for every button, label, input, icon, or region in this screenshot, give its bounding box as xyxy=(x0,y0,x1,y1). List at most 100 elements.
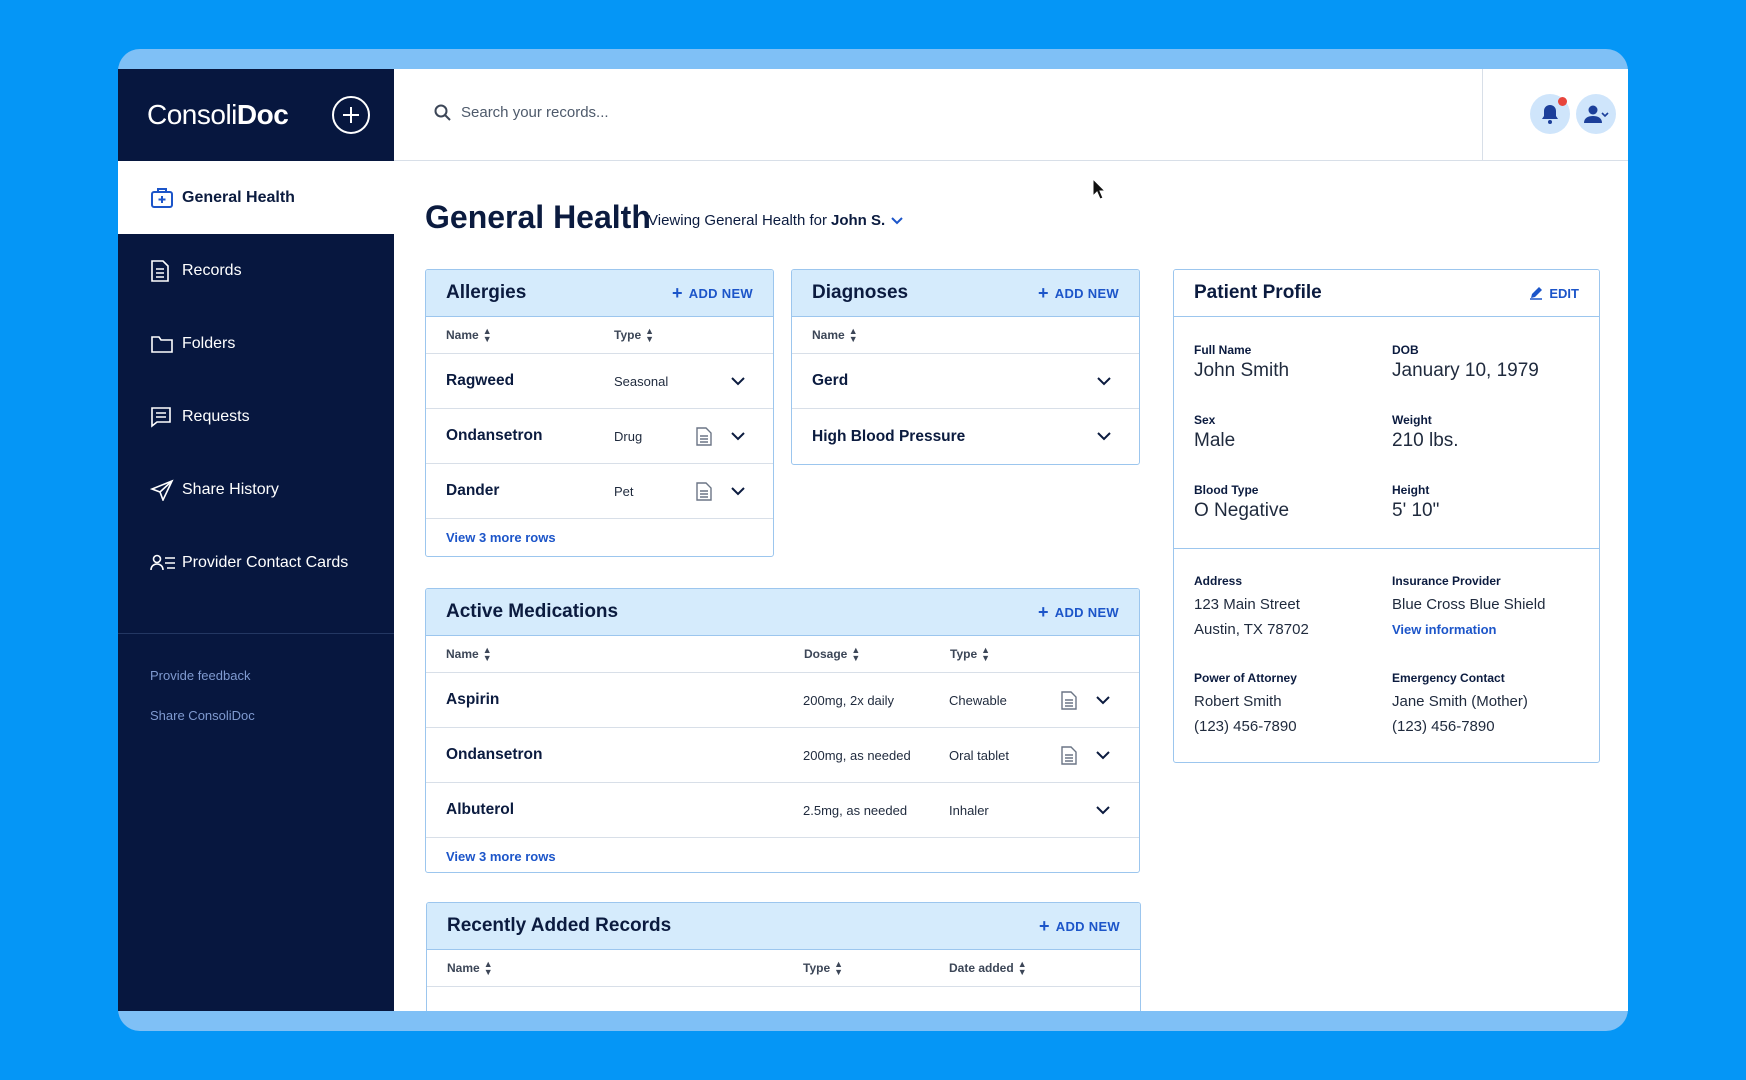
column-header-date-added[interactable]: Date added ▲ ▼ xyxy=(949,959,1027,977)
column-header-dosage[interactable]: Dosage ▲ ▼ xyxy=(804,645,861,663)
add-new-record-button[interactable] xyxy=(332,96,370,134)
edit-profile-button[interactable]: EDIT xyxy=(1529,286,1579,301)
notifications-button[interactable] xyxy=(1530,94,1570,134)
sort-icon: ▲ ▼ xyxy=(851,645,861,663)
provide-feedback-link[interactable]: Provide feedback xyxy=(150,668,251,683)
top-bar xyxy=(394,69,1628,161)
plus-icon: + xyxy=(1037,283,1049,303)
medication-dosage: 2.5mg, as needed xyxy=(803,802,908,818)
allergy-name: Ragweed xyxy=(446,372,515,389)
blood-type-field: Blood Type O Negative xyxy=(1194,483,1289,522)
sidebar-item-records[interactable]: Records xyxy=(118,234,394,307)
field-label: Weight xyxy=(1392,413,1432,427)
add-diagnosis-button[interactable]: + ADD NEW xyxy=(1038,284,1119,302)
address-field: Address 123 Main Street Austin, TX 78702 xyxy=(1194,574,1309,642)
bell-icon xyxy=(1542,105,1558,124)
medication-name: Albuterol xyxy=(446,801,515,818)
add-record-button[interactable]: + ADD NEW xyxy=(1039,917,1120,935)
column-header-name[interactable]: Name ▲ ▼ xyxy=(446,645,492,663)
sex-field: Sex Male xyxy=(1194,413,1235,452)
column-header-type[interactable]: Type ▲ ▼ xyxy=(950,645,991,663)
table-row[interactable]: Ondansetron 200mg, as needed Oral tablet xyxy=(426,728,1139,783)
sidebar-item-requests[interactable]: Requests xyxy=(118,380,394,453)
sort-icon: ▲ ▼ xyxy=(483,959,493,977)
document-icon[interactable] xyxy=(696,464,712,518)
field-label: Power of Attorney xyxy=(1194,671,1297,685)
chevron-down-icon[interactable] xyxy=(731,409,745,463)
medication-type: Chewable xyxy=(949,692,1007,708)
emergency-name: Jane Smith (Mother) xyxy=(1392,693,1528,710)
add-allergy-button[interactable]: + ADD NEW xyxy=(672,284,753,302)
insurance-field: Insurance Provider Blue Cross Blue Shiel… xyxy=(1392,574,1545,642)
document-icon[interactable] xyxy=(1061,673,1077,727)
search-bar xyxy=(434,103,863,122)
column-label: Name xyxy=(446,647,479,661)
add-new-label: ADD NEW xyxy=(1054,285,1119,301)
profile-divider xyxy=(1174,548,1599,549)
sidebar-item-folders[interactable]: Folders xyxy=(118,307,394,380)
diagnoses-card: Diagnoses + ADD NEW Name ▲ ▼ Gerd High Bloo… xyxy=(791,269,1140,465)
power-of-attorney-field: Power of Attorney Robert Smith (123) 456… xyxy=(1194,671,1297,739)
column-header-name[interactable]: Name ▲ ▼ xyxy=(447,959,493,977)
account-menu-button[interactable] xyxy=(1576,94,1616,134)
logo-light-text: Consoli xyxy=(147,99,237,130)
sort-icon: ▲ ▼ xyxy=(981,645,991,663)
chevron-down-icon[interactable] xyxy=(1096,728,1110,782)
sidebar-item-label: General Health xyxy=(182,188,295,206)
sort-icon: ▲ ▼ xyxy=(848,326,858,344)
column-header-name[interactable]: Name ▲ ▼ xyxy=(446,327,492,344)
brand-bar: ConsoliDoc xyxy=(118,69,394,161)
column-header-type[interactable]: Type ▲ ▼ xyxy=(803,960,843,977)
chevron-down-icon[interactable] xyxy=(731,464,745,518)
view-more-medications-link[interactable]: View 3 more rows xyxy=(446,848,556,864)
chevron-down-icon[interactable] xyxy=(1096,673,1110,727)
field-value: Male xyxy=(1194,430,1236,451)
field-value: January 10, 1979 xyxy=(1392,360,1539,381)
sort-icon: ▲ ▼ xyxy=(482,645,492,663)
column-header-name[interactable]: Name ▲ ▼ xyxy=(812,326,858,344)
table-row[interactable]: High Blood Pressure xyxy=(792,409,1139,464)
table-row[interactable]: Albuterol 2.5mg, as needed Inhaler xyxy=(426,783,1139,838)
table-row[interactable]: Gerd xyxy=(792,354,1139,409)
column-header-type[interactable]: Type ▲ ▼ xyxy=(614,327,654,344)
chevron-down-icon[interactable] xyxy=(1097,409,1111,464)
sidebar-item-provider-contact-cards[interactable]: Provider Contact Cards xyxy=(118,526,394,599)
table-row[interactable]: Dander Pet xyxy=(426,464,773,519)
sidebar-item-general-health[interactable]: General Health xyxy=(118,161,394,234)
page-title: General Health xyxy=(425,199,651,235)
chevron-down-icon[interactable] xyxy=(1096,783,1110,837)
logo[interactable]: ConsoliDoc xyxy=(147,99,289,131)
header-divider xyxy=(1482,69,1483,161)
edit-label: EDIT xyxy=(1549,285,1579,301)
card-header: Patient Profile EDIT xyxy=(1174,270,1599,317)
sidebar-divider xyxy=(118,633,394,634)
field-value: O Negative xyxy=(1194,500,1290,521)
table-row[interactable]: Aspirin 200mg, 2x daily Chewable xyxy=(426,673,1139,728)
viewing-patient-name: John S. xyxy=(831,212,886,229)
full-name-field: Full Name John Smith xyxy=(1194,343,1289,382)
contact-card-icon xyxy=(150,553,178,573)
view-more-allergies-link[interactable]: View 3 more rows xyxy=(446,529,556,545)
chevron-down-icon[interactable] xyxy=(731,354,745,408)
table-row[interactable]: Ondansetron Drug xyxy=(426,409,773,464)
search-input[interactable] xyxy=(459,103,863,122)
medication-dosage: 200mg, 2x daily xyxy=(803,692,895,708)
sort-icon: ▲ ▼ xyxy=(1017,959,1027,977)
sidebar-item-label: Share History xyxy=(182,480,279,498)
card-title: Diagnoses xyxy=(812,282,909,303)
chevron-down-icon[interactable] xyxy=(1097,354,1111,408)
sidebar-item-share-history[interactable]: Share History xyxy=(118,453,394,526)
document-icon[interactable] xyxy=(1061,728,1077,782)
add-medication-button[interactable]: + ADD NEW xyxy=(1038,603,1119,621)
view-insurance-link[interactable]: View information xyxy=(1392,622,1497,637)
table-row[interactable]: Ragweed Seasonal xyxy=(426,354,773,409)
patient-selector[interactable]: Viewing General Health for John S. xyxy=(648,212,903,229)
mouse-cursor-icon xyxy=(1092,178,1106,200)
patient-profile-card: Patient Profile EDIT Full Name John Smit… xyxy=(1173,269,1600,763)
dob-field: DOB January 10, 1979 xyxy=(1392,343,1539,382)
field-label: Full Name xyxy=(1194,343,1252,357)
table-header: Name ▲ ▼ Type ▲ ▼ Date added ▲ ▼ xyxy=(427,950,1140,987)
table-header: Name ▲ ▼ Type ▲ ▼ xyxy=(426,317,773,354)
share-app-link[interactable]: Share ConsoliDoc xyxy=(150,708,255,723)
document-icon[interactable] xyxy=(696,409,712,463)
